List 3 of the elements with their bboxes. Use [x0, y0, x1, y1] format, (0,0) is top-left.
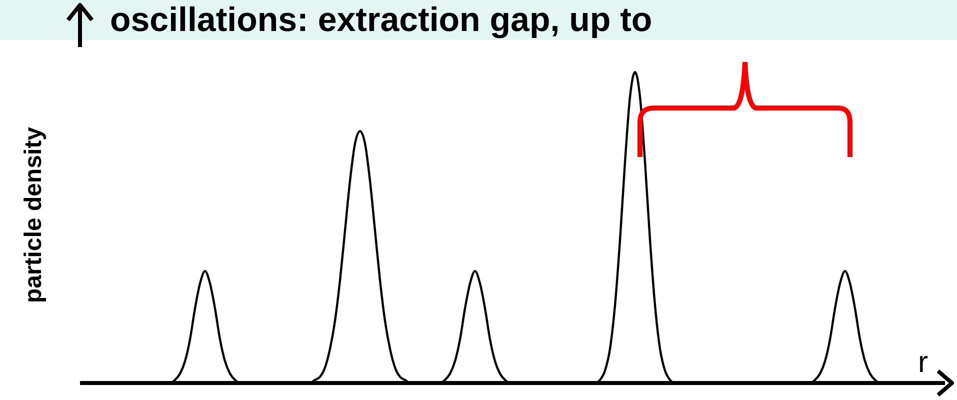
y-axis-title: particle density	[20, 126, 48, 304]
x-axis-title: r	[918, 346, 928, 380]
chart-title: oscillations: extraction gap, up to	[110, 0, 652, 40]
